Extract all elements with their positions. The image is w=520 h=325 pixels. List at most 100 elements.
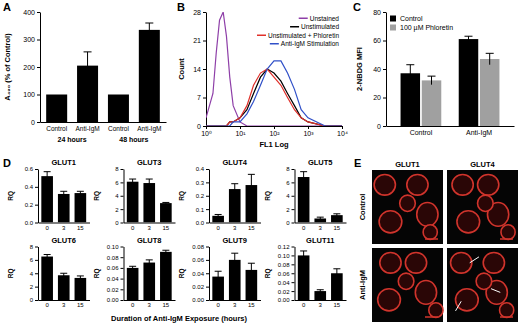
y-tick-label: 8 bbox=[115, 166, 119, 172]
cell bbox=[423, 225, 437, 240]
x-tick: 15 bbox=[248, 300, 255, 308]
y-tick: 0.4 bbox=[25, 184, 38, 190]
y-tick-label: 0 bbox=[31, 119, 35, 126]
error-bar bbox=[146, 260, 153, 265]
error-bar bbox=[145, 23, 153, 37]
chart: 0714212810⁰10¹10²10³10⁴CountFL1 LogUnsta… bbox=[177, 9, 348, 149]
bar bbox=[480, 59, 500, 126]
panel: 0100200300400ControlAnti-IgMControlAnti-… bbox=[3, 1, 167, 143]
y-tick-label: 0.4 bbox=[196, 166, 205, 172]
y-tick-label: 0.06 bbox=[192, 257, 204, 263]
x-tick-label: Anti-IgM bbox=[75, 125, 99, 133]
y-tick-mark bbox=[35, 169, 38, 170]
error-bar bbox=[44, 255, 51, 259]
x-tick-label: 0 bbox=[216, 225, 220, 231]
y-axis-title: Count bbox=[177, 58, 186, 80]
x-tick-mark bbox=[240, 126, 241, 129]
x-tick: 0 bbox=[216, 300, 220, 308]
y-tick: 40 bbox=[373, 66, 386, 73]
arrow bbox=[491, 289, 500, 293]
x-axis: 0315 bbox=[295, 223, 347, 231]
y-tick: 0.4 bbox=[196, 166, 209, 172]
error-bar-stem bbox=[149, 23, 150, 37]
x-tick-label: 10³ bbox=[303, 130, 314, 137]
y-tick-label: 0 bbox=[115, 220, 119, 226]
error-bar bbox=[428, 76, 436, 85]
y-tick-mark bbox=[35, 260, 38, 261]
legend-swatch bbox=[390, 16, 396, 22]
error-bar-cap bbox=[145, 23, 153, 24]
y-axis: 0.000.020.040.060.08 bbox=[192, 244, 209, 303]
x-tick-label: 3 bbox=[62, 225, 66, 231]
x-axis-line bbox=[39, 300, 91, 301]
x-axis-line bbox=[295, 223, 347, 224]
y-axis-line bbox=[40, 13, 41, 123]
x-tick-mark bbox=[342, 126, 343, 129]
y-tick: 0.00 bbox=[192, 297, 209, 303]
cell bbox=[407, 174, 428, 195]
legend-label: Control bbox=[400, 15, 423, 22]
micrograph bbox=[447, 248, 518, 322]
x-tick-label: Control bbox=[108, 125, 130, 132]
y-tick-mark bbox=[35, 187, 38, 188]
y-tick-mark bbox=[35, 247, 38, 248]
y-tick-label: 14 bbox=[193, 66, 201, 73]
y-tick-mark bbox=[292, 209, 295, 210]
x-tick-label: 15 bbox=[248, 302, 255, 308]
bar bbox=[75, 193, 87, 222]
y-tick: 0.08 bbox=[107, 255, 124, 261]
error-bar bbox=[300, 172, 307, 183]
y-tick: 14 bbox=[193, 66, 206, 73]
y-axis-title: RQ bbox=[178, 191, 186, 201]
error-bar bbox=[129, 266, 136, 269]
x-tick-label: 15 bbox=[163, 225, 170, 231]
error-bar bbox=[146, 179, 153, 187]
error-bar bbox=[44, 172, 51, 181]
y-tick-mark bbox=[383, 126, 386, 127]
y-tick-label: 40 bbox=[373, 66, 381, 73]
y-axis: 0.000.020.040.060.080.100.12 bbox=[278, 244, 295, 303]
x-tick-label: Anti-IgM bbox=[466, 129, 492, 137]
y-tick-mark bbox=[121, 289, 124, 290]
y-tick-label: 200 bbox=[23, 64, 35, 71]
y-tick-label: 0.4 bbox=[25, 184, 34, 190]
cell bbox=[378, 289, 401, 311]
x-tick: 15 bbox=[334, 300, 341, 308]
y-tick-label: 0.0 bbox=[25, 220, 34, 226]
cell bbox=[500, 303, 514, 318]
y-tick: 21 bbox=[193, 37, 206, 44]
y-tick-mark bbox=[121, 196, 124, 197]
x-tick: Control bbox=[410, 126, 433, 136]
x-axis: 0315 bbox=[295, 300, 347, 308]
y-tick: 7 bbox=[197, 94, 206, 101]
y-tick-mark bbox=[206, 273, 209, 274]
cell bbox=[405, 252, 426, 273]
y-tick: 0.04 bbox=[278, 280, 295, 286]
y-tick-mark bbox=[292, 169, 295, 170]
y-axis-title: RQ bbox=[264, 268, 272, 278]
y-axis-line bbox=[209, 170, 210, 224]
y-axis-title: 2-NBDG MFI bbox=[355, 47, 364, 91]
y-tick-label: 0.00 bbox=[278, 297, 290, 303]
bar bbox=[58, 275, 70, 300]
y-tick-label: 0 bbox=[377, 123, 381, 130]
y-tick: 0 bbox=[30, 297, 38, 303]
bar bbox=[127, 182, 139, 223]
bar bbox=[127, 268, 139, 300]
y-tick-label: 100 bbox=[23, 91, 35, 98]
y-tick: 8 bbox=[30, 244, 38, 250]
bar bbox=[139, 30, 160, 122]
y-tick-label: 0.12 bbox=[278, 244, 290, 250]
bar bbox=[75, 278, 87, 300]
bar bbox=[298, 255, 310, 300]
y-tick-label: 20 bbox=[373, 94, 381, 101]
y-tick-label: 0.3 bbox=[196, 180, 205, 186]
error-bar-cap bbox=[215, 271, 222, 272]
x-tick: Control bbox=[108, 122, 130, 132]
legend: UnstainedUnstimulatedUnstimulated + Phlo… bbox=[257, 15, 339, 49]
chart-title: GLUT5 bbox=[308, 158, 333, 167]
y-tick-label: 0.10 bbox=[107, 244, 119, 250]
cell bbox=[457, 211, 480, 233]
panel-label: D bbox=[3, 157, 11, 169]
error-bar-cap bbox=[215, 214, 222, 215]
